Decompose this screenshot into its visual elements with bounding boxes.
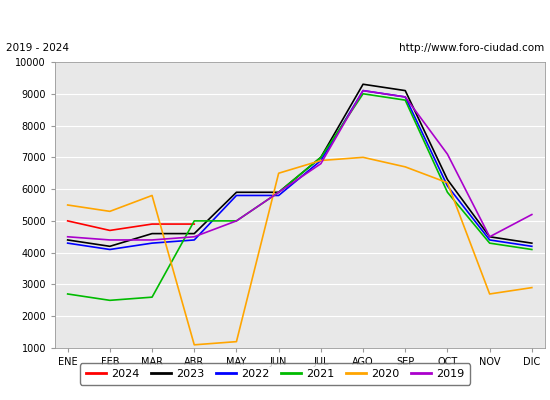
- Legend: 2024, 2023, 2022, 2021, 2020, 2019: 2024, 2023, 2022, 2021, 2020, 2019: [80, 364, 470, 384]
- Text: Evolucion Nº Turistas Nacionales en el municipio de Toro: Evolucion Nº Turistas Nacionales en el m…: [87, 11, 463, 24]
- Text: http://www.foro-ciudad.com: http://www.foro-ciudad.com: [399, 43, 544, 53]
- Text: 2019 - 2024: 2019 - 2024: [6, 43, 69, 53]
